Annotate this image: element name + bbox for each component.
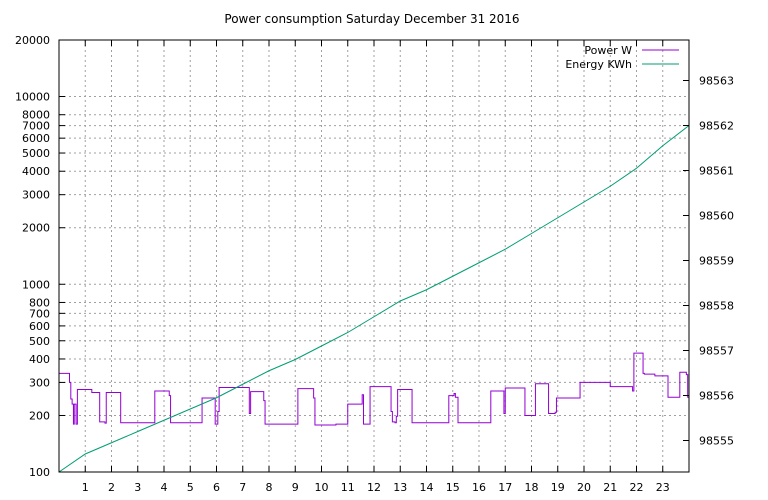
x-tick-label: 3 (134, 481, 141, 494)
y2-tick-label: 98562 (699, 120, 734, 133)
x-tick-label: 19 (551, 481, 565, 494)
x-tick-label: 10 (315, 481, 329, 494)
x-tick-label: 16 (472, 481, 486, 494)
x-tick-label: 21 (603, 481, 617, 494)
y-tick-label: 1000 (22, 278, 50, 291)
y-tick-label: 800 (29, 296, 50, 309)
x-tick-label: 4 (161, 481, 168, 494)
x-tick-label: 6 (213, 481, 220, 494)
y-tick-label: 700 (29, 307, 50, 320)
chart-title: Power consumption Saturday December 31 2… (224, 12, 519, 26)
y2-tick-label: 98558 (699, 300, 734, 313)
grid-lines (59, 40, 689, 472)
x-tick-label: 13 (393, 481, 407, 494)
x-tick-label: 14 (420, 481, 434, 494)
y2-tick-label: 98555 (699, 435, 734, 448)
y-tick-label: 600 (29, 320, 50, 333)
y2-tick-label: 98557 (699, 345, 734, 358)
y-tick-label: 4000 (22, 165, 50, 178)
x-tick-label: 1 (82, 481, 89, 494)
y-tick-label: 3000 (22, 189, 50, 202)
y2-tick-label: 98560 (699, 210, 734, 223)
y-tick-label: 100 (29, 466, 50, 479)
series-layer (58, 125, 690, 473)
x-tick-label: 2 (108, 481, 115, 494)
y-tick-label: 5000 (22, 147, 50, 160)
y-tick-label: 500 (29, 335, 50, 348)
x-tick-label: 22 (630, 481, 644, 494)
x-tick-label: 9 (292, 481, 299, 494)
x-tick-label: 8 (266, 481, 273, 494)
x-tick-label: 23 (656, 481, 670, 494)
x-tick-label: 15 (446, 481, 460, 494)
legend-label-power: Power W (584, 44, 632, 57)
y2-tick-label: 98561 (699, 165, 734, 178)
legend-label-energy: Energy KWh (565, 58, 632, 71)
x-tick-label: 20 (577, 481, 591, 494)
y2-tick-label: 98556 (699, 390, 734, 403)
x-tick-label: 7 (239, 481, 246, 494)
series-line-power (59, 352, 689, 426)
y-tick-label: 8000 (22, 109, 50, 122)
y2-tick-label: 98563 (699, 75, 734, 88)
y-tick-label: 200 (29, 409, 50, 422)
y-tick-label: 20000 (15, 34, 50, 47)
y-tick-label: 10000 (15, 91, 50, 104)
y-tick-label: 2000 (22, 222, 50, 235)
x-tick-label: 17 (498, 481, 512, 494)
y-tick-label: 300 (29, 376, 50, 389)
x-tick-label: 11 (341, 481, 355, 494)
legend: Power W Energy KWh (565, 44, 679, 71)
y-tick-label: 7000 (22, 120, 50, 133)
x-tick-label: 18 (525, 481, 539, 494)
y-tick-label: 400 (29, 353, 50, 366)
y2-tick-label: 98559 (699, 255, 734, 268)
series-line-energy (58, 125, 690, 473)
x-tick-label: 12 (367, 481, 381, 494)
x-tick-label: 5 (187, 481, 194, 494)
y-tick-label: 6000 (22, 132, 50, 145)
